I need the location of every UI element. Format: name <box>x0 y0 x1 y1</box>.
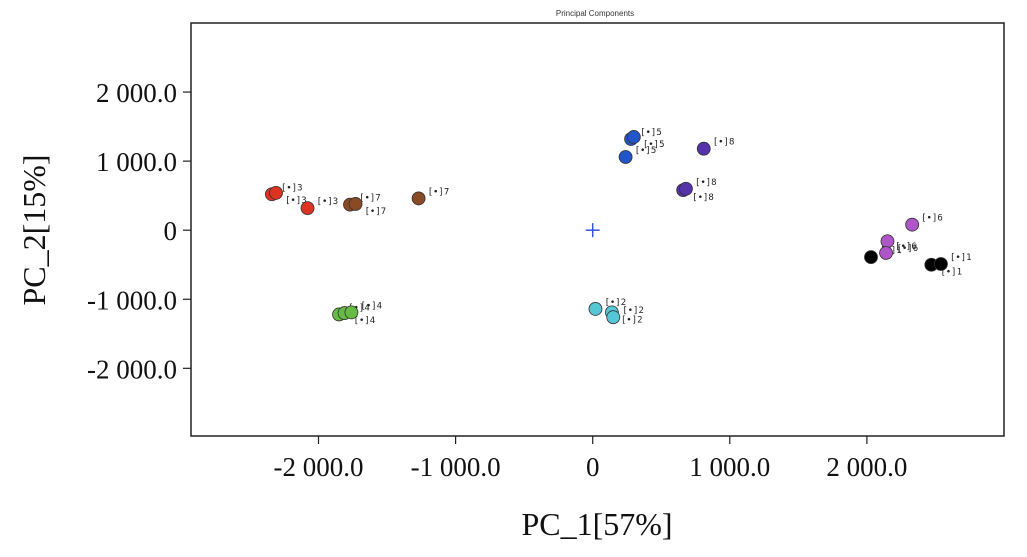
point-label-group-2: [•]2 <box>604 298 626 308</box>
plot-area-frame <box>190 22 1005 437</box>
data-point-group-7 <box>411 191 426 206</box>
x-tick-label: -2 000.0 <box>274 452 364 482</box>
x-axis-title: PC_1[57%] <box>521 506 672 542</box>
x-tick-label: 1 000.0 <box>689 452 770 482</box>
point-label-group-3: [•]3 <box>281 183 303 193</box>
x-axis-ticks: -2 000.0 -1 000.0 0 1 000.0 2 000.0 <box>274 436 907 482</box>
point-label-group-5: [•]5 <box>635 146 657 156</box>
data-point-group-8 <box>679 181 693 196</box>
data-point-group-2 <box>588 302 603 316</box>
point-label-group-6: [•]6 <box>921 214 943 224</box>
data-point-group-6 <box>905 217 920 232</box>
point-label-group-5: [•]5 <box>643 140 665 150</box>
data-point-group-3 <box>269 185 283 200</box>
point-label-group-7: [•]7 <box>365 207 387 217</box>
y-tick-label: -1 000.0 <box>87 285 177 315</box>
y-tick-label: 2 000.0 <box>96 78 177 108</box>
point-label-group-2: [•]2 <box>622 306 644 316</box>
point-label-group-4: [•]4 <box>354 316 376 326</box>
point-label-group-5: [•]5 <box>640 128 662 138</box>
data-point-group-8 <box>696 141 711 156</box>
origin-cross-marker <box>585 223 600 238</box>
x-tick-label: 0 <box>586 452 600 482</box>
point-label-group-7: [•]7 <box>359 194 381 204</box>
data-point-group-1 <box>864 250 878 265</box>
point-label-group-8: [•]8 <box>713 138 735 148</box>
data-point-group-5 <box>618 150 633 164</box>
point-label-group-1: [•]1 <box>940 268 962 278</box>
data-point-group-2 <box>606 310 621 325</box>
y-axis-ticks: 2 000.0 1 000.0 0 -1 000.0 -2 000.0 <box>87 78 191 384</box>
point-label-group-1: [•]1 <box>950 253 972 263</box>
point-label-group-8: [•]8 <box>695 178 717 188</box>
y-axis-title: PC_2[15%] <box>16 154 52 305</box>
point-label-group-2: [•]2 <box>621 315 643 325</box>
data-point-group-7 <box>348 197 363 211</box>
data-point-group-4 <box>344 305 359 320</box>
point-label-group-4: [•]4 <box>360 301 382 311</box>
x-tick-label: 2 000.0 <box>826 452 907 482</box>
data-point-group-3 <box>300 201 315 215</box>
data-point-group-6 <box>879 246 893 260</box>
point-label-group-3: [•]3 <box>285 196 307 206</box>
chart-title: Principal Components <box>556 9 634 18</box>
point-label-group-3: [•]3 <box>317 197 339 207</box>
point-label-group-4: [•]4 <box>348 303 370 313</box>
y-tick-label: 1 000.0 <box>96 147 177 177</box>
y-tick-label: -2 000.0 <box>87 354 177 384</box>
data-point-group-6 <box>880 234 895 249</box>
point-label-group-8: [•]8 <box>692 193 714 203</box>
scatter-points: [•]1[•]1[•]1[•]2[•]2[•]2[•]3[•]3[•]3[•]4… <box>264 128 972 326</box>
point-label-group-6: [•]6 <box>895 242 917 252</box>
point-label-group-6: [•]6 <box>896 244 918 254</box>
data-point-group-5 <box>626 130 641 144</box>
x-tick-label: -1 000.0 <box>411 452 501 482</box>
y-tick-label: 0 <box>164 216 178 246</box>
data-point-group-1 <box>934 257 948 271</box>
point-label-group-7: [•]7 <box>428 187 450 197</box>
